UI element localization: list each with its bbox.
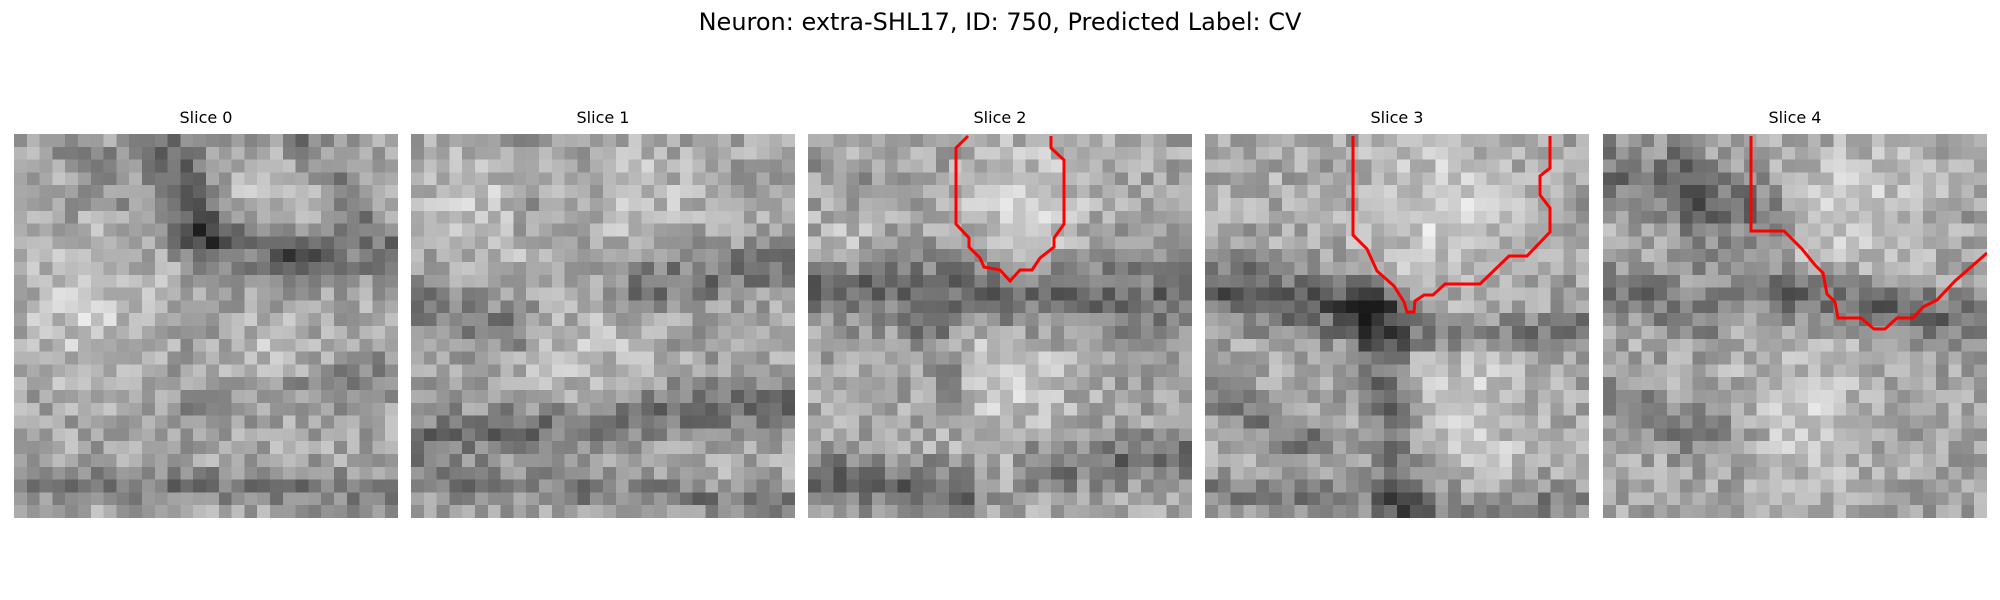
slice-panel-0: Slice 0 [14,104,398,522]
slice-title: Slice 2 [973,108,1027,127]
slice-image [1205,134,1589,518]
slice-panel-2: Slice 2 [808,104,1192,522]
slice-image [411,134,795,518]
slice-title: Slice 0 [179,108,233,127]
slice-title: Slice 3 [1370,108,1424,127]
slice-panel-4: Slice 4 [1603,104,1987,522]
slice-image [808,134,1192,518]
segmentation-contour [1351,136,1552,314]
slice-panel-1: Slice 1 [411,104,795,522]
slice-title: Slice 1 [576,108,630,127]
slice-title: Slice 4 [1768,108,1822,127]
segmentation-contour [954,134,1066,284]
slice-image [14,134,398,518]
slice-panel-3: Slice 3 [1205,104,1589,522]
segmentation-contour [1749,136,1987,331]
slice-image [1603,134,1987,518]
figure-title: Neuron: extra-SHL17, ID: 750, Predicted … [698,8,1302,36]
